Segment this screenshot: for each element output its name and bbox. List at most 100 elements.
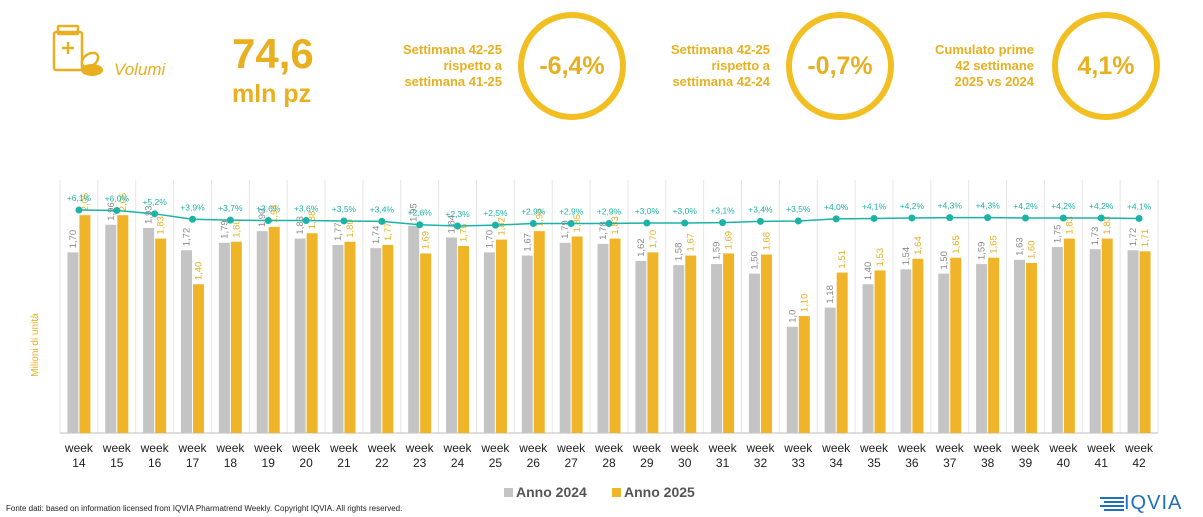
x-tick-label-word: week: [745, 441, 775, 455]
bar-2024: [521, 255, 533, 433]
bar-2025: [344, 241, 356, 433]
value-label-2024: 1,74: [371, 226, 382, 245]
bar-2025: [798, 316, 810, 433]
bar-2025: [382, 244, 394, 433]
growth-point: [1059, 214, 1067, 222]
x-tick-label-word: week: [783, 441, 813, 455]
x-tick-label-word: week: [859, 441, 889, 455]
legend-label-2025: Anno 2025: [624, 484, 695, 500]
bar-2025: [155, 238, 167, 433]
value-label-2025: 1,10: [799, 294, 810, 313]
bar-2025: [306, 233, 318, 433]
x-tick-label-word: week: [632, 441, 662, 455]
growth-point: [567, 219, 575, 227]
x-tick-label-number: 39: [1019, 456, 1033, 470]
growth-point: [454, 222, 462, 230]
value-label-2024: 1,50: [749, 251, 760, 270]
bar-2024: [1089, 249, 1101, 433]
bar-2025: [988, 257, 1000, 433]
value-label-2024: 1,79: [219, 220, 230, 239]
x-tick-label-number: 41: [1095, 456, 1109, 470]
growth-label: +4,2%: [1089, 201, 1114, 211]
bar-2024: [976, 264, 988, 433]
growth-label: +4,1%: [862, 201, 887, 211]
value-label-2025: 1,40: [194, 262, 205, 281]
growth-label: +5,2%: [142, 197, 167, 207]
bar-2024: [786, 326, 798, 433]
value-label-2024: 1,96: [106, 202, 117, 221]
bar-2024: [105, 224, 117, 433]
x-tick-label-word: week: [1086, 441, 1116, 455]
value-label-2025: 1,60: [1026, 241, 1037, 260]
bar-2025: [193, 284, 205, 433]
bar-2024: [862, 284, 874, 433]
bar-2024: [332, 244, 344, 433]
bar-2025: [647, 252, 659, 433]
bar-2025: [495, 239, 507, 433]
value-label-2024: 1,59: [712, 242, 723, 261]
bar-2024: [408, 225, 420, 433]
growth-label: +3,5%: [786, 204, 811, 214]
bar-2024: [256, 231, 268, 433]
x-tick-label-number: 30: [678, 456, 692, 470]
growth-point: [719, 219, 727, 227]
growth-point: [794, 217, 802, 225]
x-tick-label-number: 33: [792, 456, 806, 470]
bar-2025: [1139, 251, 1151, 433]
growth-point: [870, 214, 878, 222]
comparison-1-text: Settimana 42-25 rispetto a settimana 41-25: [403, 42, 502, 89]
value-label-2025: 1,90: [534, 209, 545, 228]
x-tick-label-number: 14: [72, 456, 86, 470]
growth-point: [378, 217, 386, 225]
value-label-2025: 1,77: [383, 222, 394, 241]
bar-2024: [559, 242, 571, 433]
growth-point: [491, 221, 499, 229]
growth-label: +2,3%: [445, 209, 470, 219]
bar-2025: [230, 241, 242, 433]
bar-2024: [938, 273, 950, 433]
bar-2024: [673, 265, 685, 433]
x-tick-label-number: 37: [943, 456, 957, 470]
comparison-3-circle: 4,1%: [1052, 12, 1160, 120]
bar-2025: [117, 215, 129, 433]
growth-point: [605, 219, 613, 227]
x-tick-label-number: 24: [451, 456, 465, 470]
value-label-2025: 2,05: [118, 193, 129, 212]
x-tick-label-number: 32: [754, 456, 768, 470]
x-tick-label-number: 40: [1057, 456, 1071, 470]
x-tick-label-number: 16: [148, 456, 162, 470]
growth-label: +3,6%: [256, 204, 281, 214]
growth-point: [1021, 214, 1029, 222]
value-label-2024: 1,70: [484, 230, 495, 249]
x-tick-label-word: week: [367, 441, 397, 455]
bar-2025: [571, 236, 583, 433]
iqvia-logo: IQVIA: [1098, 492, 1182, 515]
bar-2025: [874, 270, 886, 433]
value-label-2024: 1,67: [522, 233, 533, 252]
x-tick-label-number: 42: [1132, 456, 1146, 470]
value-label-2025: 1,76: [459, 224, 470, 243]
value-label-2025: 1,69: [724, 231, 735, 250]
bar-2024: [1013, 259, 1025, 433]
legend-swatch-2024: [504, 488, 513, 497]
logo-text: IQVIA: [1124, 492, 1183, 514]
value-label-2024: 1,73: [1090, 227, 1101, 246]
iqvia-lines-icon: [1100, 496, 1124, 511]
bar-2024: [483, 252, 495, 433]
growth-label: +3,4%: [748, 204, 773, 214]
x-tick-label-number: 15: [110, 456, 124, 470]
x-tick-label-number: 38: [981, 456, 995, 470]
x-tick-label-number: 17: [186, 456, 200, 470]
comparison-2-circle: -0,7%: [786, 12, 894, 120]
growth-point: [984, 214, 992, 222]
growth-point: [75, 206, 83, 214]
x-tick-label-word: week: [291, 441, 321, 455]
x-tick-label-number: 27: [564, 456, 578, 470]
bar-2025: [685, 255, 697, 433]
value-label-2024: 1,79: [560, 220, 571, 239]
value-label-2025: 1,82: [496, 217, 507, 236]
value-label-2024: 1,54: [901, 247, 912, 266]
value-label-2025: 1,83: [156, 216, 167, 235]
bar-2024: [635, 260, 647, 433]
